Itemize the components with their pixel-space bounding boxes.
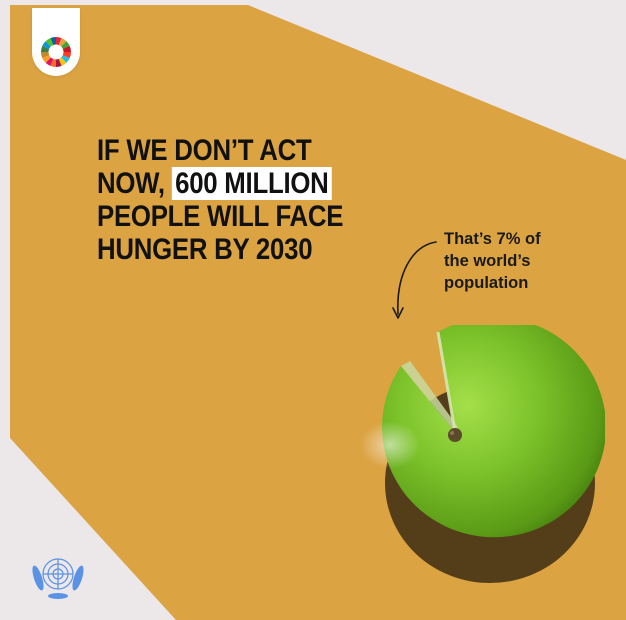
headline-line-3: PEOPLE WILL FACE [97, 200, 344, 233]
apple-shine [360, 421, 420, 469]
sdg-color-wheel-icon [41, 37, 71, 67]
apple-cut-edge [436, 331, 457, 433]
apple-calyx [448, 428, 462, 442]
annotation: That’s 7% of the world’s population [444, 228, 594, 294]
headline-highlight: 600 MILLION [171, 167, 332, 200]
annotation-line-3: population [444, 274, 529, 292]
headline-line-2-prefix: NOW, [97, 167, 172, 200]
sdg-badge[interactable] [32, 8, 80, 76]
apple-body [382, 325, 605, 538]
curved-arrow-icon [392, 241, 437, 319]
apple-calyx-detail [450, 431, 454, 435]
annotation-line-2: the world’s [444, 252, 531, 270]
apple-with-slice-missing-icon [360, 325, 605, 583]
annotation-line-1: That’s 7% of [444, 230, 541, 248]
un-emblem-icon[interactable] [30, 552, 86, 600]
headline: IF WE DON’T ACT NOW, 600 MILLION PEOPLE … [97, 134, 372, 266]
apple-cut-face [401, 361, 458, 432]
headline-line-2: NOW, 600 MILLION [97, 167, 372, 200]
headline-line-4: HUNGER BY 2030 [97, 233, 313, 266]
headline-line-1: IF WE DON’T ACT [97, 134, 312, 167]
